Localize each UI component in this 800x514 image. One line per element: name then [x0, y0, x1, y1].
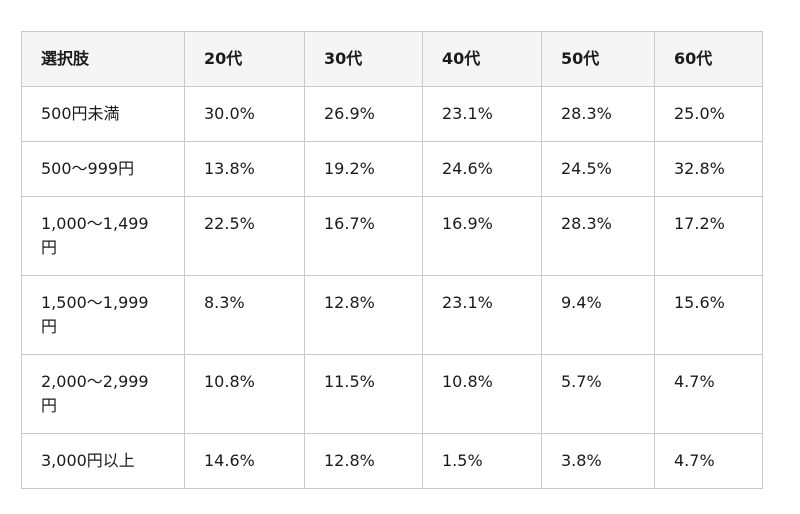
- table-cell: 5.7%: [541, 354, 655, 434]
- table-row-1000-1499: 1,000〜1,499円 22.5% 16.7% 16.9% 28.3% 17.…: [21, 196, 763, 276]
- table-row-2000-2999: 2,000〜2,999円 10.8% 11.5% 10.8% 5.7% 4.7%: [21, 354, 763, 434]
- column-header-60s: 60代: [654, 31, 763, 87]
- table-cell: 10.8%: [422, 354, 542, 434]
- table-cell: 16.9%: [422, 196, 542, 276]
- table-cell: 9.4%: [541, 275, 655, 355]
- table-cell: 24.6%: [422, 141, 542, 197]
- column-header-choice: 選択肢: [21, 31, 185, 87]
- table-cell: 32.8%: [654, 141, 763, 197]
- table-cell: 11.5%: [304, 354, 423, 434]
- column-header-50s: 50代: [541, 31, 655, 87]
- table-cell: 1.5%: [422, 433, 542, 489]
- row-label: 3,000円以上: [21, 433, 185, 489]
- table-cell: 23.1%: [422, 86, 542, 142]
- table-cell: 3.8%: [541, 433, 655, 489]
- table-cell: 17.2%: [654, 196, 763, 276]
- table-cell: 4.7%: [654, 433, 763, 489]
- table-cell: 13.8%: [184, 141, 305, 197]
- table-cell: 16.7%: [304, 196, 423, 276]
- table-cell: 12.8%: [304, 433, 423, 489]
- table-cell: 30.0%: [184, 86, 305, 142]
- row-label: 500円未満: [21, 86, 185, 142]
- table-cell: 26.9%: [304, 86, 423, 142]
- table-cell: 23.1%: [422, 275, 542, 355]
- table-cell: 24.5%: [541, 141, 655, 197]
- table-cell: 12.8%: [304, 275, 423, 355]
- table-row-under-500: 500円未満 30.0% 26.9% 23.1% 28.3% 25.0%: [21, 86, 763, 142]
- table-row-3000-plus: 3,000円以上 14.6% 12.8% 1.5% 3.8% 4.7%: [21, 433, 763, 489]
- column-header-40s: 40代: [422, 31, 542, 87]
- header-row: 選択肢 20代 30代 40代 50代 60代: [21, 31, 763, 87]
- table-cell: 25.0%: [654, 86, 763, 142]
- table-row-500-999: 500〜999円 13.8% 19.2% 24.6% 24.5% 32.8%: [21, 141, 763, 197]
- table-cell: 22.5%: [184, 196, 305, 276]
- row-label: 500〜999円: [21, 141, 185, 197]
- table-cell: 8.3%: [184, 275, 305, 355]
- survey-table: 選択肢 20代 30代 40代 50代 60代 500円未満 30.0% 26.…: [21, 31, 763, 489]
- table-cell: 4.7%: [654, 354, 763, 434]
- table-cell: 28.3%: [541, 86, 655, 142]
- row-label: 1,000〜1,499円: [21, 196, 185, 276]
- table-cell: 28.3%: [541, 196, 655, 276]
- row-label: 1,500〜1,999円: [21, 275, 185, 355]
- column-header-20s: 20代: [184, 31, 305, 87]
- table-cell: 19.2%: [304, 141, 423, 197]
- table-row-1500-1999: 1,500〜1,999円 8.3% 12.8% 23.1% 9.4% 15.6%: [21, 275, 763, 355]
- column-header-30s: 30代: [304, 31, 423, 87]
- table-cell: 14.6%: [184, 433, 305, 489]
- row-label: 2,000〜2,999円: [21, 354, 185, 434]
- table-cell: 10.8%: [184, 354, 305, 434]
- table-cell: 15.6%: [654, 275, 763, 355]
